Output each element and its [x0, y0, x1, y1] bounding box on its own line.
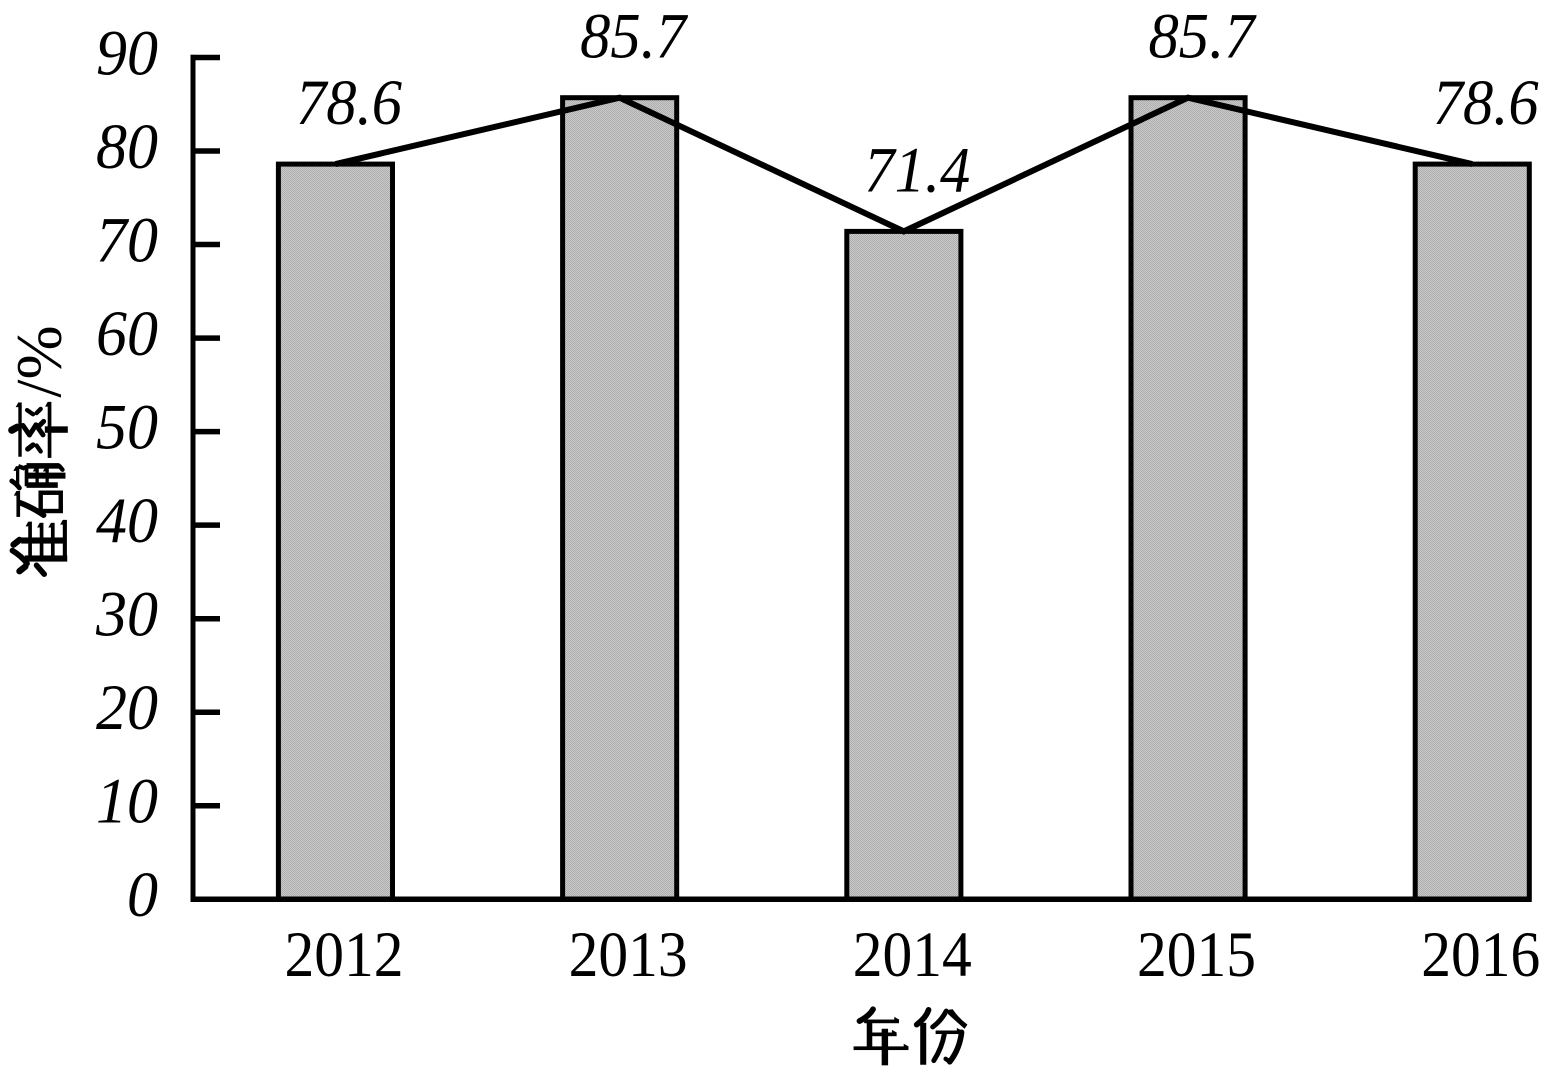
- svg-text:78.6: 78.6: [296, 67, 402, 139]
- svg-text:2016: 2016: [1421, 919, 1540, 991]
- svg-text:2014: 2014: [853, 919, 972, 991]
- svg-text:2015: 2015: [1137, 919, 1256, 991]
- svg-text:78.6: 78.6: [1433, 67, 1539, 139]
- svg-text:2013: 2013: [569, 919, 688, 991]
- svg-text:10: 10: [96, 766, 158, 838]
- svg-text:80: 80: [96, 111, 158, 183]
- svg-text:85.7: 85.7: [580, 1, 688, 73]
- svg-text:30: 30: [95, 579, 158, 651]
- svg-text:20: 20: [96, 672, 158, 744]
- svg-text:60: 60: [96, 298, 158, 370]
- svg-text:90: 90: [96, 18, 158, 90]
- svg-text:0: 0: [127, 859, 158, 931]
- svg-text:85.7: 85.7: [1149, 1, 1257, 73]
- svg-text:2012: 2012: [285, 919, 404, 991]
- svg-text:50: 50: [96, 392, 158, 464]
- svg-text:/%: /%: [4, 325, 76, 397]
- svg-text:40: 40: [96, 485, 158, 557]
- svg-text:71.4: 71.4: [864, 134, 970, 206]
- svg-text:70: 70: [96, 205, 158, 277]
